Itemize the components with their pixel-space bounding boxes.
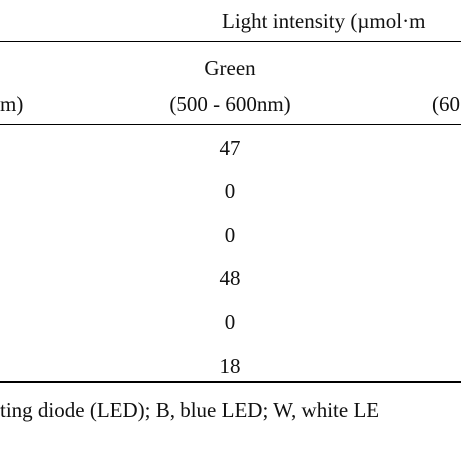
green-column-range: (500 - 600nm) (169, 92, 291, 116)
spanning-header: Light intensity (µmol·m (222, 9, 426, 33)
table-footnote: ting diode (LED); B, blue LED; W, white … (0, 398, 380, 422)
column-header-rule (0, 124, 461, 126)
green-column-label: Green (204, 56, 256, 80)
header-rule (0, 41, 461, 43)
green-value-row-3: 0 (224, 223, 236, 247)
green-value-row-4: 48 (219, 266, 241, 290)
green-value-row-2: 0 (224, 179, 236, 203)
bottom-rule (0, 381, 461, 383)
right-column-partial: (60 (432, 92, 460, 116)
green-value-row-1: 47 (219, 136, 241, 160)
green-value-row-5: 0 (224, 310, 236, 334)
green-value-row-6: 18 (219, 354, 241, 378)
left-column-unit: m) (0, 92, 24, 116)
